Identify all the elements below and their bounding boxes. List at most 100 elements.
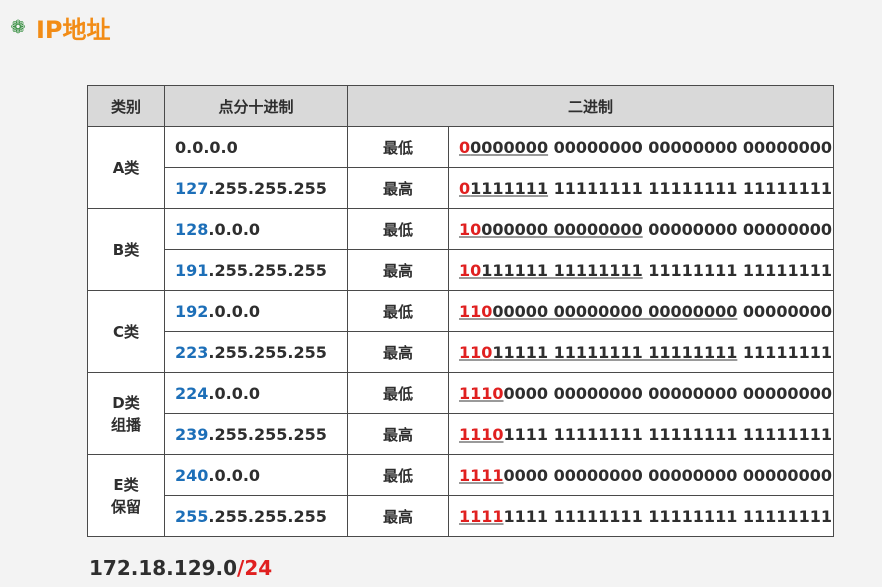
host-bits: 0000 00000000 00000000 00000000 xyxy=(503,383,832,403)
range-label: 最低 xyxy=(347,372,449,414)
binary-cell: 11000000 00000000 00000000 00000000 xyxy=(448,290,834,332)
class-bits: 1110 xyxy=(459,424,504,444)
class-cell: E类保留 xyxy=(87,454,165,537)
range-label: 最高 xyxy=(347,495,449,537)
network-bits: 111111 11111111 xyxy=(481,260,643,280)
title-text: IP地址 xyxy=(36,16,111,44)
class-bits: 1111 xyxy=(459,465,504,485)
range-label: 最低 xyxy=(347,208,449,250)
range-label: 最高 xyxy=(347,167,449,209)
binary-cell: 00000000 00000000 00000000 00000000 xyxy=(448,126,834,168)
range-label: 最高 xyxy=(347,331,449,373)
class-label: D类 xyxy=(112,393,140,412)
dotted-decimal-cell: 239.255.255.255 xyxy=(164,413,348,455)
class-bits: 110 xyxy=(459,342,493,362)
host-bits: 11111111 11111111 11111111 xyxy=(548,178,832,198)
slide-title: ❁ IP地址 xyxy=(8,10,111,45)
class-bits: 1110 xyxy=(459,383,504,403)
dotted-decimal-cell: 224.0.0.0 xyxy=(164,372,348,414)
binary-cell: 11011111 11111111 11111111 11111111 xyxy=(448,331,834,373)
dotted-decimal-cell: 128.0.0.0 xyxy=(164,208,348,250)
table-header-row: 类别 点分十进制 二进制 xyxy=(87,85,834,127)
network-octet: 192 xyxy=(175,301,209,321)
host-bits: 0000 00000000 00000000 00000000 xyxy=(503,465,832,485)
gear-bullet-icon: ❁ xyxy=(10,16,26,38)
table-row: A类 0.0.0.0 最低 00000000 00000000 00000000 00… xyxy=(87,126,834,209)
dotted-decimal-cell: 223.255.255.255 xyxy=(164,331,348,373)
class-bits: 0 xyxy=(459,178,471,198)
class-label: B类 xyxy=(112,240,140,259)
table-row: B类 128.0.0.0 最低 10000000 00000000 00000000 … xyxy=(87,208,834,291)
dotted-decimal-cell: 0.0.0.0 xyxy=(164,126,348,168)
network-bits: 000000 00000000 xyxy=(481,219,643,239)
class-label: C类 xyxy=(112,322,139,341)
range-label: 最低 xyxy=(347,126,449,168)
class-cell: A类 xyxy=(87,126,165,209)
class-label: E类 xyxy=(113,475,139,494)
class-bits: 10 xyxy=(459,219,482,239)
address-rest: .255.255.255 xyxy=(208,424,327,444)
example-prefix: /24 xyxy=(237,556,273,580)
address-rest: .255.255.255 xyxy=(208,342,327,362)
class-label: 保留 xyxy=(110,497,141,516)
binary-cell: 11100000 00000000 00000000 00000000 xyxy=(448,372,834,414)
host-bits: 11111111 11111111 xyxy=(642,260,832,280)
table-row: 255.255.255.255 最高 11111111 11111111 11111… xyxy=(88,495,834,537)
network-bits: 0000000 xyxy=(470,137,549,157)
binary-cell: 10111111 11111111 11111111 11111111 xyxy=(448,249,834,291)
ip-class-table: 类别 点分十进制 二进制 A类 0.0.0.0 最低 00000000 0000000… xyxy=(87,85,834,537)
class-label: 组播 xyxy=(110,415,141,434)
host-bits: 1111 11111111 11111111 11111111 xyxy=(503,424,832,444)
network-bits: 00000 00000000 00000000 xyxy=(492,301,738,321)
table-row: 127.255.255.255 最高 01111111 11111111 11111… xyxy=(88,167,834,209)
header-binary: 二进制 xyxy=(347,85,834,127)
binary-cell: 10000000 00000000 00000000 00000000 xyxy=(448,208,834,250)
class-bits: 0 xyxy=(459,137,471,157)
host-bits: 00000000 00000000 00000000 xyxy=(548,137,832,157)
dotted-decimal-cell: 127.255.255.255 xyxy=(164,167,348,209)
network-octet: 127 xyxy=(175,178,209,198)
example-address: 172.18.129.0/24 xyxy=(89,556,272,580)
network-bits: 11111 11111111 11111111 xyxy=(492,342,738,362)
class-cell: C类 xyxy=(87,290,165,373)
header-class: 类别 xyxy=(87,85,165,127)
range-label: 最低 xyxy=(347,454,449,496)
table-row: D类 组播 224.0.0.0 最低 11100000 00000000 0000000… xyxy=(87,372,834,455)
class-bits: 10 xyxy=(459,260,482,280)
table-row: 223.255.255.255 最高 11011111 11111111 11111… xyxy=(88,331,834,373)
address-rest: .0.0.0 xyxy=(208,383,261,403)
network-octet: 224 xyxy=(175,383,209,403)
binary-cell: 11101111 11111111 11111111 11111111 xyxy=(448,413,834,455)
header-dotted-decimal: 点分十进制 xyxy=(164,85,348,127)
table-row: 239.255.255.255 最高 11101111 11111111 11111… xyxy=(88,413,834,455)
range-label: 最低 xyxy=(347,290,449,332)
host-bits: 00000000 xyxy=(737,301,832,321)
network-octet: 191 xyxy=(175,260,209,280)
address-rest: .255.255.255 xyxy=(208,506,327,526)
range-label: 最高 xyxy=(347,249,449,291)
dotted-decimal-cell: 191.255.255.255 xyxy=(164,249,348,291)
table-row: E类 保留 240.0.0.0 最低 11110000 00000000 0000000… xyxy=(87,454,834,537)
dotted-decimal-cell: 240.0.0.0 xyxy=(164,454,348,496)
binary-cell: 01111111 11111111 11111111 11111111 xyxy=(448,167,834,209)
address-rest: .0.0.0 xyxy=(208,219,261,239)
dotted-decimal-cell: 192.0.0.0 xyxy=(164,290,348,332)
address-rest: .0.0.0 xyxy=(208,301,261,321)
table-row: 191.255.255.255 最高 10111111 11111111 11111… xyxy=(88,249,834,291)
class-cell: B类 xyxy=(87,208,165,291)
example-ip: 172.18.129.0 xyxy=(89,556,238,580)
class-bits: 1111 xyxy=(459,506,504,526)
network-bits: 1111111 xyxy=(470,178,549,198)
class-label: A类 xyxy=(112,158,140,177)
address-rest: 0.0.0.0 xyxy=(175,137,238,157)
network-octet: 239 xyxy=(175,424,209,444)
host-bits: 11111111 xyxy=(737,342,832,362)
binary-cell: 11110000 00000000 00000000 00000000 xyxy=(448,454,834,496)
host-bits: 1111 11111111 11111111 11111111 xyxy=(503,506,832,526)
table-row: C类 192.0.0.0 最低 11000000 00000000 00000000 … xyxy=(87,290,834,373)
network-octet: 223 xyxy=(175,342,209,362)
network-octet: 128 xyxy=(175,219,209,239)
class-cell: D类组播 xyxy=(87,372,165,455)
dotted-decimal-cell: 255.255.255.255 xyxy=(164,495,348,537)
range-label: 最高 xyxy=(347,413,449,455)
